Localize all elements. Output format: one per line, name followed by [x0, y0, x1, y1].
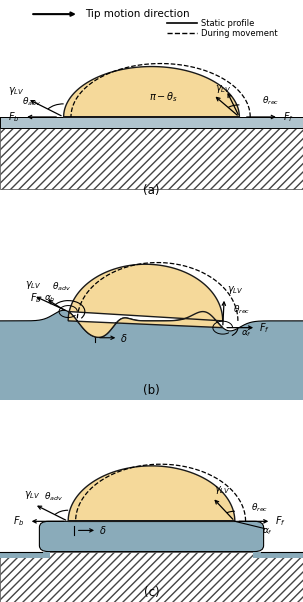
- FancyBboxPatch shape: [39, 521, 264, 551]
- Text: $\delta$: $\delta$: [99, 524, 107, 536]
- Polygon shape: [0, 356, 303, 400]
- Text: $\alpha_f$: $\alpha_f$: [241, 329, 252, 339]
- Text: $\theta_{rec}$: $\theta_{rec}$: [251, 501, 269, 514]
- Text: $F_b$: $F_b$: [8, 110, 20, 124]
- Text: $F_f$: $F_f$: [283, 110, 294, 124]
- Text: $\gamma_{LV}$: $\gamma_{LV}$: [25, 279, 42, 291]
- Text: $\gamma_{LV}$: $\gamma_{LV}$: [227, 284, 244, 296]
- Polygon shape: [68, 264, 223, 337]
- Polygon shape: [0, 551, 303, 602]
- Text: $\alpha_b$: $\alpha_b$: [44, 294, 56, 304]
- Text: $\gamma_{LV}$: $\gamma_{LV}$: [8, 85, 24, 97]
- Text: $\theta_{adv}$: $\theta_{adv}$: [45, 491, 64, 503]
- Polygon shape: [0, 310, 303, 400]
- Polygon shape: [68, 466, 235, 521]
- Text: Static profile: Static profile: [201, 19, 255, 28]
- Text: Tip motion direction: Tip motion direction: [85, 9, 189, 19]
- Polygon shape: [0, 551, 50, 557]
- Text: $\theta_{adv}$: $\theta_{adv}$: [52, 280, 71, 293]
- Text: $\gamma_{LV}$: $\gamma_{LV}$: [25, 489, 41, 501]
- Polygon shape: [253, 551, 303, 557]
- Text: During movement: During movement: [201, 29, 278, 38]
- Text: $\theta_{adv}$: $\theta_{adv}$: [22, 96, 41, 108]
- Text: $F_f$: $F_f$: [275, 515, 286, 528]
- Text: $\gamma_{LV}$: $\gamma_{LV}$: [215, 82, 231, 95]
- Text: $F_b$: $F_b$: [13, 515, 24, 528]
- Text: $\delta$: $\delta$: [120, 332, 127, 344]
- Text: $F_b$: $F_b$: [30, 291, 41, 305]
- Text: (c): (c): [144, 586, 159, 600]
- Text: (b): (b): [143, 384, 160, 397]
- Polygon shape: [0, 128, 303, 188]
- Text: (a): (a): [143, 184, 160, 197]
- Text: $\pi-\theta_s$: $\pi-\theta_s$: [149, 90, 178, 104]
- Polygon shape: [0, 117, 303, 128]
- Text: $\gamma_{LV}$: $\gamma_{LV}$: [214, 485, 231, 497]
- Text: $F_f$: $F_f$: [259, 321, 270, 335]
- Text: $\theta_{rec}$: $\theta_{rec}$: [233, 304, 251, 316]
- Text: $\theta_{rec}$: $\theta_{rec}$: [262, 95, 279, 107]
- Polygon shape: [64, 67, 239, 117]
- Text: $\alpha_f$: $\alpha_f$: [262, 527, 273, 538]
